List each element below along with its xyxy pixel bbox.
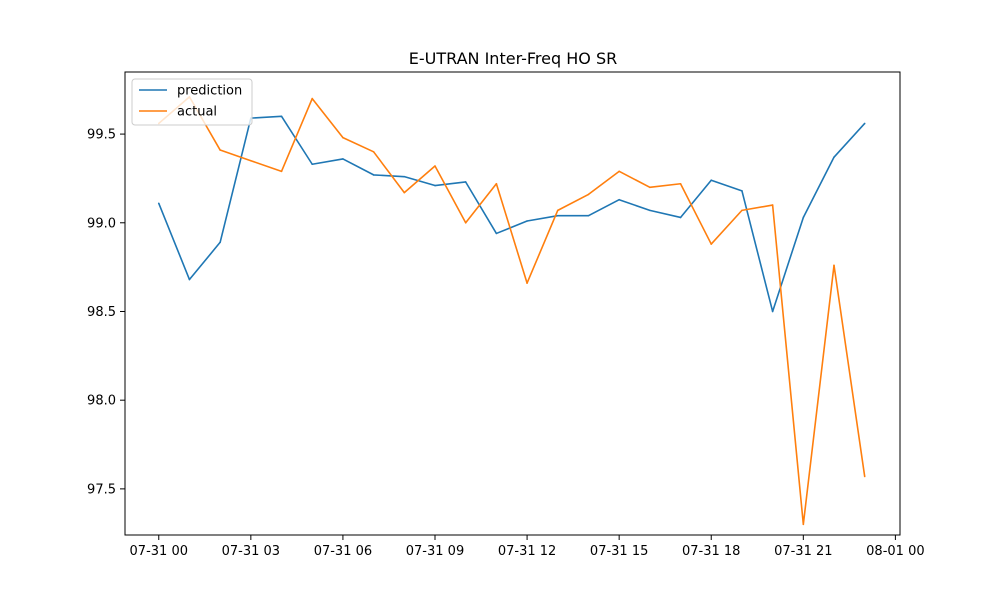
- x-tick-label: 07-31 03: [222, 544, 280, 559]
- data-point-actual: [342, 136, 344, 139]
- data-point-actual: [280, 170, 283, 173]
- data-point-prediction: [188, 278, 191, 281]
- data-point-prediction: [280, 115, 283, 118]
- data-point-actual: [649, 186, 651, 189]
- data-point-prediction: [833, 156, 835, 158]
- data-point-prediction: [403, 175, 406, 178]
- data-point-actual: [710, 243, 713, 245]
- x-tick-label: 07-31 00: [130, 544, 188, 559]
- x-tick-label: 07-31 12: [498, 544, 556, 559]
- data-point-prediction: [495, 232, 498, 235]
- data-point-prediction: [587, 214, 590, 217]
- data-point-actual: [556, 209, 559, 212]
- data-point-actual: [495, 182, 498, 185]
- data-point-actual: [618, 170, 620, 173]
- legend: prediction actual: [131, 78, 253, 126]
- y-tick-label: 99.0: [87, 216, 116, 231]
- legend-label-prediction: prediction: [177, 84, 242, 99]
- data-point-prediction: [679, 216, 682, 219]
- data-point-actual: [434, 165, 436, 167]
- data-point-actual: [403, 191, 406, 194]
- data-point-prediction: [863, 122, 866, 125]
- data-point-prediction: [372, 174, 375, 176]
- data-point-prediction: [649, 209, 651, 212]
- data-point-prediction: [802, 216, 805, 219]
- data-point-prediction: [219, 241, 221, 244]
- x-tick-label: 07-31 18: [682, 544, 740, 559]
- x-tick-label: 07-31 09: [406, 544, 464, 559]
- y-axis: 97.5 98.0 98.5 99.0 99.5: [87, 128, 125, 497]
- data-point-prediction: [526, 220, 528, 222]
- data-point-actual: [219, 149, 221, 151]
- data-point-prediction: [618, 198, 620, 201]
- data-point-actual: [741, 209, 743, 212]
- x-tick-label: 07-31 06: [314, 544, 372, 559]
- series-line-actual: [158, 96, 866, 526]
- data-point-prediction: [342, 158, 344, 160]
- y-tick-label: 97.5: [87, 482, 116, 497]
- x-tick-label: 07-31 15: [590, 544, 648, 559]
- x-axis: 07-31 00 07-31 03 07-31 06 07-31 09 07-31 12…: [130, 535, 925, 559]
- data-point-actual: [802, 523, 805, 526]
- data-point-prediction: [556, 214, 559, 217]
- data-point-actual: [587, 193, 590, 196]
- data-point-prediction: [741, 190, 743, 192]
- data-point-prediction: [710, 179, 713, 182]
- data-point-actual: [863, 475, 866, 478]
- data-point-actual: [771, 204, 774, 206]
- data-point-actual: [311, 97, 314, 100]
- plot-frame: [124, 71, 901, 536]
- data-point-prediction: [434, 184, 436, 187]
- y-tick-label: 99.5: [87, 128, 116, 143]
- data-point-actual: [250, 159, 252, 162]
- series-line-prediction: [158, 115, 866, 313]
- x-tick-label: 07-31 21: [774, 544, 832, 559]
- data-point-actual: [464, 221, 467, 224]
- chart-title: E-UTRAN Inter-Freq HO SR: [409, 49, 617, 68]
- legend-label-actual: actual: [177, 105, 217, 120]
- data-point-actual: [526, 282, 528, 284]
- data-point-prediction: [464, 181, 467, 183]
- data-point-actual: [679, 182, 682, 185]
- data-point-prediction: [157, 202, 160, 205]
- series-layer: [157, 96, 866, 526]
- y-tick-label: 98.5: [87, 305, 116, 320]
- x-tick-label: 08-01 00: [866, 544, 924, 559]
- data-point-actual: [833, 264, 835, 267]
- y-tick-label: 98.0: [87, 394, 116, 409]
- data-point-prediction: [311, 163, 314, 166]
- data-point-actual: [372, 151, 375, 153]
- data-point-prediction: [771, 310, 774, 313]
